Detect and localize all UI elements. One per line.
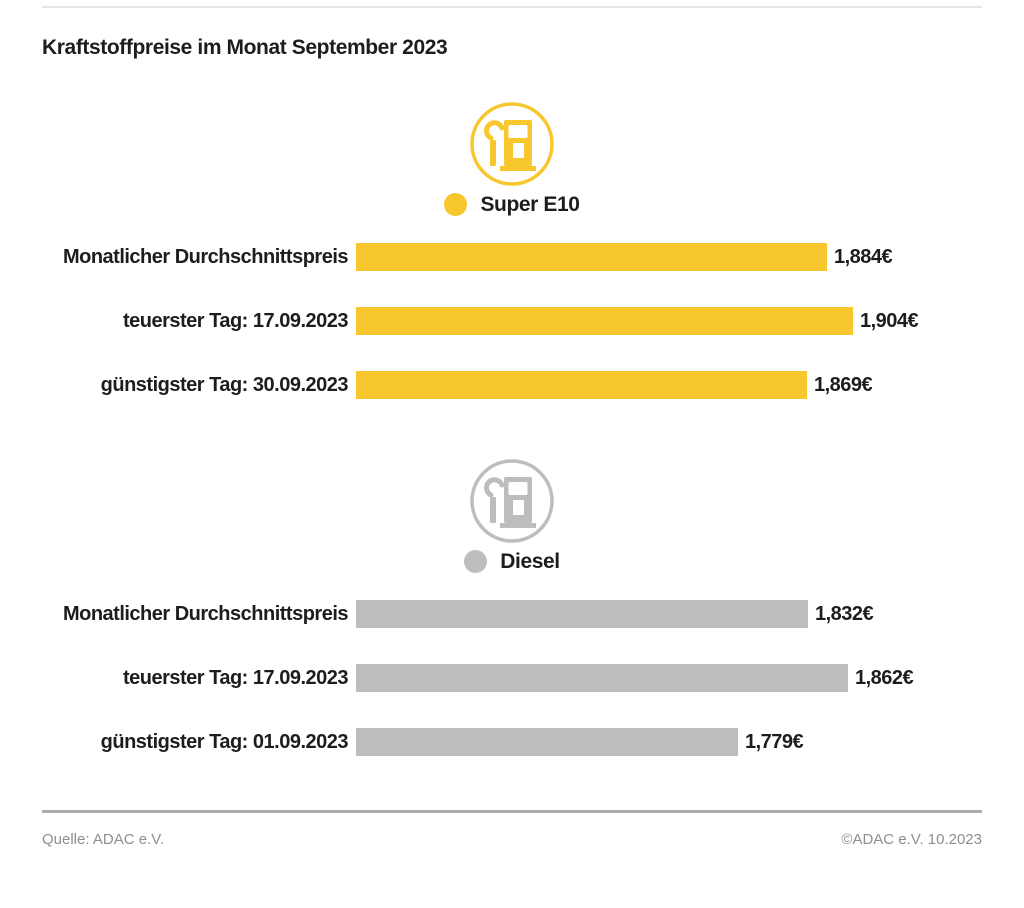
footer: Quelle: ADAC e.V. ©ADAC e.V. 10.2023 <box>42 831 982 848</box>
source-note: Quelle: ADAC e.V. <box>42 831 165 848</box>
bar-super-e10 <box>356 371 807 399</box>
legend: Super E10 <box>0 193 1024 216</box>
value-label: 1,904€ <box>860 309 919 332</box>
chart-row: teuerster Tag: 17.09.2023 1,862€ <box>0 664 1024 692</box>
value-label: 1,779€ <box>745 730 804 753</box>
super-e10-section: Super E10 Monatlicher Durchschnittspreis… <box>0 102 1024 435</box>
bar-diesel <box>356 664 848 692</box>
row-label: Monatlicher Durchschnittspreis <box>62 245 349 268</box>
chart-row: teuerster Tag: 17.09.2023 1,904€ <box>0 307 1024 335</box>
bar-rows: Monatlicher Durchschnittspreis 1,832€ teue… <box>0 600 1024 756</box>
value-label: 1,862€ <box>855 666 914 689</box>
row-label: Monatlicher Durchschnittspreis <box>62 602 349 625</box>
fuel-pump-icon <box>470 459 554 543</box>
row-label: günstigster Tag: 01.09.2023 <box>100 730 349 753</box>
value-label: 1,832€ <box>815 602 874 625</box>
bar-diesel <box>356 728 738 756</box>
chart-row: günstigster Tag: 30.09.2023 1,869€ <box>0 371 1024 399</box>
chart-row: günstigster Tag: 01.09.2023 1,779€ <box>0 728 1024 756</box>
legend-dot <box>444 193 468 216</box>
legend-label: Diesel <box>500 549 560 573</box>
chart-row: Monatlicher Durchschnittspreis 1,884€ <box>0 243 1024 271</box>
top-divider <box>42 6 982 8</box>
row-label: günstigster Tag: 30.09.2023 <box>100 373 349 396</box>
legend-label: Super E10 <box>480 192 580 216</box>
row-label: teuerster Tag: 17.09.2023 <box>122 666 349 689</box>
legend: Diesel <box>0 550 1024 573</box>
bar-rows: Monatlicher Durchschnittspreis 1,884€ teue… <box>0 243 1024 399</box>
chart-title: Kraftstoffpreise im Monat September 2023 <box>42 36 448 59</box>
bar-super-e10 <box>356 243 827 271</box>
bar-super-e10 <box>356 307 853 335</box>
chart-row: Monatlicher Durchschnittspreis 1,832€ <box>0 600 1024 628</box>
value-label: 1,884€ <box>834 245 893 268</box>
value-label: 1,869€ <box>814 373 873 396</box>
bar-diesel <box>356 600 808 628</box>
fuel-pump-icon <box>470 102 554 186</box>
legend-dot <box>464 550 488 573</box>
row-label: teuerster Tag: 17.09.2023 <box>122 309 349 332</box>
copyright-note: ©ADAC e.V. 10.2023 <box>841 831 982 848</box>
diesel-section: Diesel Monatlicher Durchschnittspreis 1,8… <box>0 459 1024 792</box>
footer-divider <box>42 810 982 813</box>
